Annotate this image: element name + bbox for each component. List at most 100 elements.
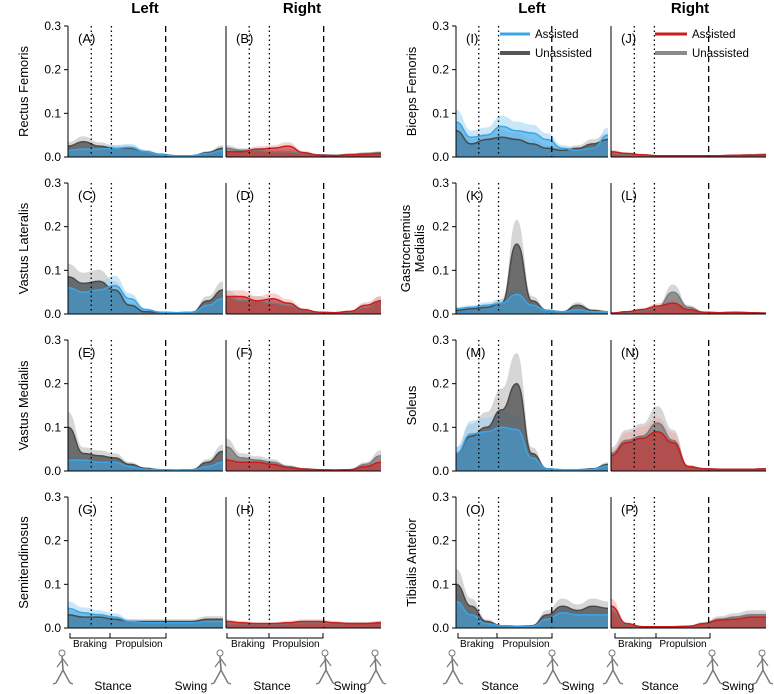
y-tick-label-E-0: 0.0 — [44, 464, 61, 478]
panel-N: (N) — [610, 340, 767, 472]
y-tick-label-E-3: 0.3 — [44, 333, 61, 347]
propulsion-bracket-left — [109, 633, 167, 639]
braking-bracket-right-2 — [614, 633, 657, 639]
panel-letter-I: (I) — [466, 31, 478, 46]
panel-letter-D: (D) — [236, 188, 254, 203]
line-unassisted-G — [67, 614, 223, 623]
row-label-E: Vastus Medialis — [16, 360, 31, 451]
y-tick-label-M-2: 0.2 — [432, 377, 449, 391]
stance-label-1: Stance — [94, 679, 132, 693]
line-assisted-O — [455, 601, 608, 628]
braking-bracket-right — [226, 633, 270, 639]
walking-figures — [52, 649, 774, 685]
walking-figure-icon — [602, 649, 624, 685]
line-unassisted-I — [455, 130, 609, 152]
y-tick-label-I-0: 0.0 — [432, 150, 449, 164]
braking-label-left: Braking — [73, 639, 107, 650]
area-assisted-L — [611, 303, 766, 314]
y-tick-label-E-1: 0.1 — [44, 420, 61, 434]
line-assisted-A — [67, 146, 224, 157]
line-assisted-B — [226, 145, 382, 157]
line-assisted-D — [226, 295, 382, 314]
area-assisted-C — [68, 285, 223, 314]
line-assisted-L — [610, 302, 767, 314]
panel-letter-H: (H) — [236, 502, 254, 517]
area-assisted-F — [226, 460, 381, 471]
legend-unassisted-label-left: Unassisted — [535, 48, 592, 60]
area-assisted-N — [611, 431, 766, 471]
panel-M: 0.0 0.1 0.2 0.3 Soleus (M) — [404, 333, 609, 478]
y-tick-label-K-0: 0.0 — [432, 307, 449, 321]
area-assisted-H — [226, 621, 381, 628]
propulsion-bracket-left-2 — [496, 633, 553, 639]
y-tick-label-G-1: 0.1 — [44, 577, 61, 591]
walking-figure-icon — [702, 649, 724, 685]
braking-bracket-left-2 — [457, 633, 498, 639]
panel-letter-O: (O) — [466, 502, 485, 517]
panel-A: 0.0 0.1 0.2 0.3 Rectus Femoris (A) — [16, 19, 224, 164]
y-tick-label-E-2: 0.2 — [44, 377, 61, 391]
line-assisted-M — [455, 426, 609, 471]
panel-E: 0.0 0.1 0.2 0.3 Vastus Medialis (E) — [16, 333, 224, 478]
column-title-left-2: Left — [518, 0, 546, 17]
row-label-G: Semitendinosus — [16, 516, 31, 609]
walking-figure-icon — [365, 649, 387, 685]
propulsion-bracket-right — [268, 633, 324, 639]
legend-assisted-label-right: Assisted — [692, 29, 735, 41]
braking-label-right-2: Braking — [618, 639, 652, 650]
y-tick-label-A-3: 0.3 — [44, 19, 61, 33]
panel-letter-L: (L) — [621, 188, 637, 203]
y-tick-label-C-3: 0.3 — [44, 176, 61, 190]
y-tick-label-I-3: 0.3 — [432, 19, 449, 33]
y-tick-label-A-2: 0.2 — [44, 63, 61, 77]
legend-left: Assisted Unassisted — [500, 29, 592, 60]
row-label-K-b: Medialis — [412, 224, 427, 272]
panel-letter-F: (F) — [236, 345, 253, 360]
y-tick-label-O-1: 0.1 — [432, 577, 449, 591]
walking-figure-icon — [52, 649, 74, 685]
swing-label-1: Swing — [175, 679, 208, 693]
line-unassisted-K — [455, 243, 609, 313]
panel-letter-P: (P) — [621, 502, 638, 517]
panel-letter-J: (J) — [621, 31, 636, 46]
line-assisted-P — [610, 605, 766, 628]
legend-unassisted-label-right: Unassisted — [692, 48, 749, 60]
area-assisted-M — [456, 427, 608, 471]
line-assisted-I — [455, 121, 609, 152]
line-assisted-K — [455, 293, 608, 313]
stance-label-3: Stance — [481, 679, 519, 693]
line-assisted-E — [67, 459, 224, 471]
braking-bracket-left — [69, 633, 111, 639]
panel-B: (B) — [225, 26, 382, 158]
propulsion-label-left: Propulsion — [115, 639, 162, 650]
propulsion-bracket-right-2 — [655, 633, 711, 639]
phase-annotations-right: Braking Propulsion Stance Swing Braking … — [457, 633, 754, 693]
y-tick-label-I-1: 0.1 — [432, 106, 449, 120]
walking-figure-icon — [542, 649, 564, 685]
area-assisted-P — [611, 606, 766, 628]
y-tick-label-O-0: 0.0 — [432, 621, 449, 635]
stance-label-2: Stance — [253, 679, 291, 693]
row-label-I: Biceps Femoris — [404, 46, 419, 136]
legend-assisted-label-left: Assisted — [535, 29, 578, 41]
line-assisted-G — [67, 607, 223, 624]
y-tick-label-C-2: 0.2 — [44, 220, 61, 234]
column-title-right-2: Right — [671, 0, 709, 17]
y-tick-label-M-1: 0.1 — [432, 420, 449, 434]
row-label-M: Soleus — [404, 385, 419, 425]
y-tick-label-K-1: 0.1 — [432, 263, 449, 277]
line-assisted-N — [610, 430, 767, 471]
y-tick-label-G-0: 0.0 — [44, 621, 61, 635]
line-unassisted-E — [67, 426, 224, 471]
area-assisted-O — [456, 601, 608, 628]
panel-J: (J) — [610, 26, 767, 158]
y-tick-label-K-2: 0.2 — [432, 220, 449, 234]
propulsion-label-right-2: Propulsion — [659, 639, 706, 650]
panel-D: (D) — [225, 183, 382, 315]
column-title-right-1: Right — [283, 0, 321, 17]
panel-letter-G: (G) — [78, 502, 97, 517]
panel-letter-A: (A) — [78, 31, 95, 46]
propulsion-label-left-2: Propulsion — [502, 639, 549, 650]
